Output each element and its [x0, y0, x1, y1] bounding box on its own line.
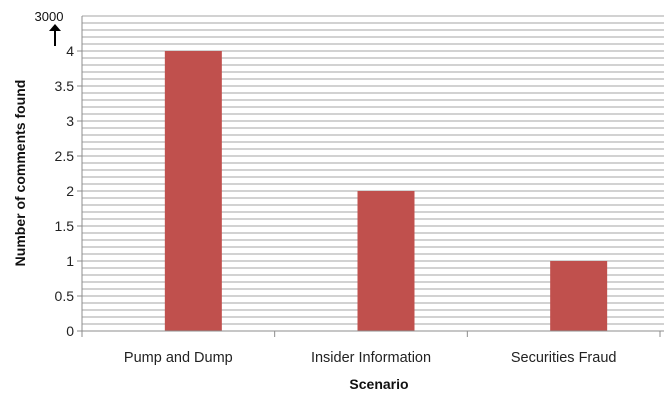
x-category-label: Insider Information: [311, 350, 431, 366]
y-tick-label: 1.5: [55, 218, 75, 234]
y-tick-label: 4: [66, 43, 74, 59]
axis-break-marker: 3000: [35, 9, 64, 46]
y-tick-label: 2: [66, 183, 74, 199]
axes: [77, 16, 664, 337]
y-axis-title: Number of comments found: [12, 80, 28, 267]
bar: [164, 51, 222, 331]
x-category-labels: Pump and Dump Insider Information Securiti…: [124, 350, 617, 366]
x-category-label: Pump and Dump: [124, 350, 233, 366]
bar: [550, 261, 608, 331]
bars: [164, 51, 608, 331]
y-tick-label: 1: [66, 253, 74, 269]
y-tick-label: 2.5: [55, 148, 75, 164]
y-tick-label: 0: [66, 323, 74, 339]
axis-break-label: 3000: [35, 9, 64, 24]
x-category-label: Securities Fraud: [511, 350, 617, 366]
bar: [357, 191, 415, 331]
y-tick-label: 0.5: [55, 288, 75, 304]
arrow-up-icon: [49, 24, 61, 31]
y-tick-label: 3: [66, 113, 74, 129]
y-tick-label: 3.5: [55, 78, 75, 94]
x-axis-title: Scenario: [349, 376, 408, 392]
y-tick-labels: 0 0.5 1 1.5 2 2.5 3 3.5 4: [55, 43, 75, 339]
